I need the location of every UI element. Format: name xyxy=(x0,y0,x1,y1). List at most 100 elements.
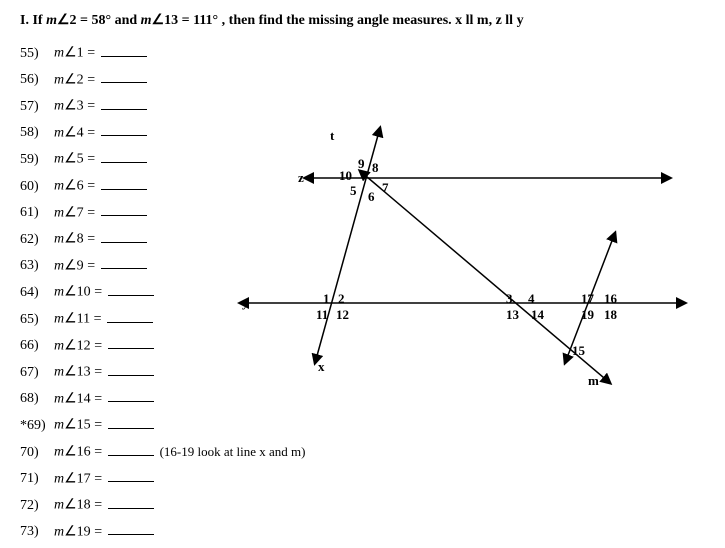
question-row: 59)m∠5 = xyxy=(20,149,210,168)
question-number: 70) xyxy=(20,445,54,461)
answer-blank xyxy=(108,442,154,456)
angle-symbol: ∠5 xyxy=(64,152,84,167)
angle-measure-m: m xyxy=(54,232,64,247)
angle-symbol: ∠4 xyxy=(64,125,84,140)
question-number: *69) xyxy=(20,418,54,434)
angle-symbol: ∠11 xyxy=(64,312,90,327)
answer-blank xyxy=(108,336,154,350)
question-row: 67)m∠13 = xyxy=(20,362,210,381)
figure-label: 18 xyxy=(604,307,617,323)
angle-measure-m: m xyxy=(54,179,64,194)
question-number: 60) xyxy=(20,179,54,195)
question-number: 59) xyxy=(20,152,54,168)
question-number: 61) xyxy=(20,205,54,221)
figure-label: 17 xyxy=(581,291,594,307)
answer-blank xyxy=(108,415,154,429)
question-row: 72)m∠18 = xyxy=(20,495,210,514)
figure-label: 7 xyxy=(382,180,389,196)
question-number: 72) xyxy=(20,498,54,514)
figure-label: 1 xyxy=(323,291,330,307)
angle-measure-m: m xyxy=(54,125,64,140)
figure-label: x xyxy=(318,359,325,375)
angle-measure-m: m xyxy=(54,338,64,353)
figure-label: 2 xyxy=(338,291,345,307)
question-number: 62) xyxy=(20,232,54,248)
question-row: 60)m∠6 = xyxy=(20,176,210,195)
angle-symbol: ∠18 xyxy=(64,498,91,513)
figure-label: 8 xyxy=(372,160,379,176)
figure-label: 14 xyxy=(531,307,544,323)
figure-label: 10 xyxy=(339,168,352,184)
angle-measure-m: m xyxy=(54,205,64,220)
question-list: 55)m∠1 = 56)m∠2 = 57)m∠3 = 58)m∠4 = 59)m… xyxy=(20,43,210,548)
question-number: 73) xyxy=(20,524,54,540)
figure-label: 16 xyxy=(604,291,617,307)
angle-measure-m: m xyxy=(54,99,64,114)
figure-label: 5 xyxy=(350,183,357,199)
answer-blank xyxy=(107,309,153,323)
figure-label: z xyxy=(298,170,304,186)
figure-label: 19 xyxy=(581,307,594,323)
question-number: 55) xyxy=(20,46,54,62)
answer-blank xyxy=(108,389,154,403)
question-row: 73)m∠19 = xyxy=(20,522,210,541)
question-number: 63) xyxy=(20,258,54,274)
angle-measure-m: m xyxy=(54,365,64,380)
question-row: 57)m∠3 = xyxy=(20,96,210,115)
figure-label: 9 xyxy=(358,156,365,172)
angle-measure-m: m xyxy=(54,445,64,460)
figure-label: y xyxy=(242,295,249,311)
answer-blank xyxy=(101,43,147,57)
question-row: 58)m∠4 = xyxy=(20,123,210,142)
angle-symbol: ∠1 xyxy=(64,46,84,61)
question-number: 65) xyxy=(20,312,54,328)
angle-symbol: ∠6 xyxy=(64,179,84,194)
question-row: 63)m∠9 = xyxy=(20,256,210,275)
angle-symbol: ∠19 xyxy=(64,524,91,539)
answer-blank xyxy=(101,229,147,243)
question-number: 58) xyxy=(20,125,54,141)
angle-symbol: ∠10 xyxy=(64,285,91,300)
question-row: *69)m∠15 = xyxy=(20,415,210,434)
question-row: 62)m∠8 = xyxy=(20,229,210,248)
question-number: 57) xyxy=(20,99,54,115)
question-number: 66) xyxy=(20,338,54,354)
figure-label: 13 xyxy=(506,307,519,323)
angle-symbol: ∠12 xyxy=(64,338,91,353)
angle-symbol: ∠17 xyxy=(64,471,91,486)
angle-measure-m: m xyxy=(54,258,64,273)
question-row: 61)m∠7 = xyxy=(20,203,210,222)
answer-blank xyxy=(101,203,147,217)
angle-measure-m: m xyxy=(54,285,64,300)
question-number: 68) xyxy=(20,391,54,407)
question-number: 64) xyxy=(20,285,54,301)
answer-blank xyxy=(101,176,147,190)
question-note: (16-19 look at line x and m) xyxy=(160,444,306,459)
figure-label: m xyxy=(588,373,599,389)
answer-blank xyxy=(101,123,147,137)
figure-label: 6 xyxy=(368,189,375,205)
figure-label: 12 xyxy=(336,307,349,323)
angle-symbol: ∠15 xyxy=(64,418,91,433)
geometry-figure: 12345678910111213141516171819tzyxm xyxy=(210,43,705,403)
figure-label: 4 xyxy=(528,291,535,307)
figure-label: 11 xyxy=(316,307,328,323)
question-row: 68)m∠14 = xyxy=(20,389,210,408)
angle-symbol: ∠13 xyxy=(64,365,91,380)
question-row: 56)m∠2 = xyxy=(20,70,210,89)
angle-symbol: ∠3 xyxy=(64,99,84,114)
question-row: 70)m∠16 = (16-19 look at line x and m) xyxy=(20,442,210,461)
angle-symbol: ∠9 xyxy=(64,258,84,273)
answer-blank xyxy=(101,70,147,84)
problem-heading: I. If m∠2 = 58° and m∠13 = 111° , then f… xyxy=(20,12,705,29)
angle-symbol: ∠8 xyxy=(64,232,84,247)
figure-label: 15 xyxy=(572,343,585,359)
figure-label: 3 xyxy=(506,291,513,307)
angle-symbol: ∠2 xyxy=(64,72,84,87)
angle-measure-m: m xyxy=(54,524,64,539)
angle-measure-m: m xyxy=(54,46,64,61)
question-row: 71)m∠17 = xyxy=(20,469,210,488)
question-number: 67) xyxy=(20,365,54,381)
angle-measure-m: m xyxy=(54,152,64,167)
angle-symbol: ∠7 xyxy=(64,205,84,220)
